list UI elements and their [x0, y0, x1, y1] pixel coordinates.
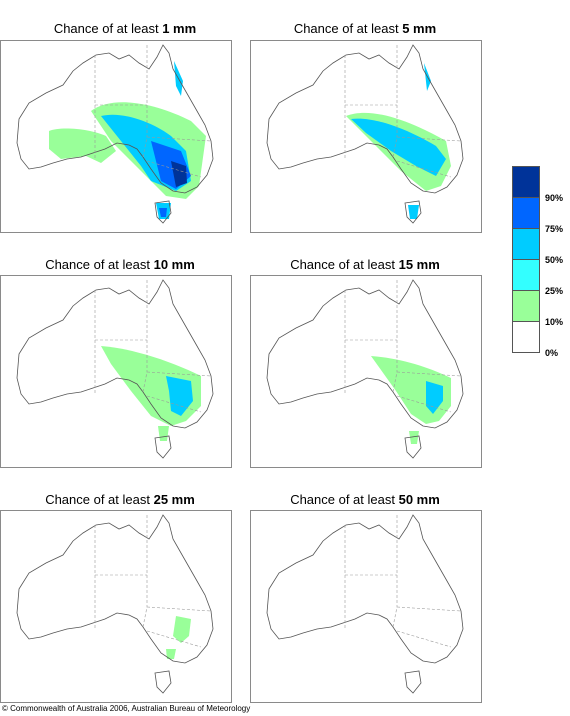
legend-label-25: 25% [545, 286, 564, 296]
legend-swatch-25 [512, 259, 540, 290]
australia-map-25mm [0, 510, 232, 703]
australia-map-10mm [0, 275, 232, 468]
legend-swatch-0 [512, 321, 540, 353]
legend-label-0: 0% [545, 348, 559, 358]
legend-swatch-75 [512, 197, 540, 228]
panel-title-10mm: Chance of at least 10 mm [45, 257, 195, 272]
panel-title-5mm: Chance of at least 5 mm [293, 21, 437, 36]
legend-label-75: 75% [545, 224, 564, 234]
australia-map-1mm [0, 40, 232, 233]
copyright-notice: © Commonwealth of Australia 2006, Austra… [2, 704, 251, 713]
legend-swatch-50 [512, 228, 540, 259]
legend-label-10: 10% [545, 317, 564, 327]
legend-swatch-10 [512, 290, 540, 321]
australia-map-5mm [250, 40, 482, 233]
legend-label-90: 90% [545, 193, 564, 203]
panel-title-50mm: Chance of at least 50 mm [290, 492, 440, 507]
panel-title-25mm: Chance of at least 25 mm [45, 492, 195, 507]
panel-title-1mm: Chance of at least 1 mm [53, 21, 197, 36]
australia-map-15mm [250, 275, 482, 468]
legend-label-50: 50% [545, 255, 564, 265]
australia-map-50mm [250, 510, 482, 703]
legend-swatch-90 [512, 166, 540, 197]
panel-title-15mm: Chance of at least 15 mm [290, 257, 440, 272]
